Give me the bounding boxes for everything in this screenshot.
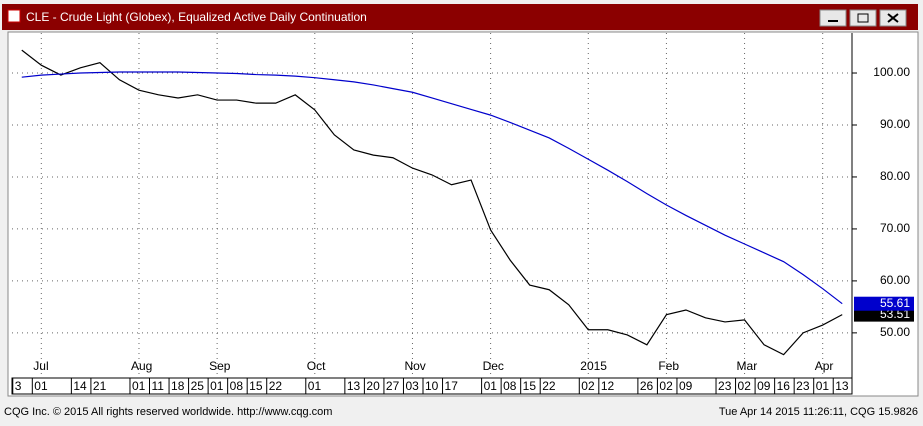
x-tick-label: 20 [366, 379, 380, 393]
last-value-box [854, 307, 914, 322]
window-buttons [819, 9, 907, 27]
x-tick-label: 23 [796, 379, 810, 393]
x-tick-label: 15 [249, 379, 263, 393]
icon [857, 13, 869, 23]
x-tick-label: 27 [386, 379, 400, 393]
chart-title: CLE - Crude Light (Globex), Equalized Ac… [26, 10, 367, 24]
month-label: 2015 [580, 359, 607, 373]
x-tick-label: 02 [581, 379, 595, 393]
x-tick-label: 25 [191, 379, 205, 393]
x-tick-label: 21 [93, 379, 107, 393]
y-tick-label: 80.00 [880, 169, 910, 183]
series-line [21, 71, 843, 305]
x-tick-label: 08 [503, 379, 517, 393]
x-tick-label: 15 [523, 379, 537, 393]
x-tick-label: 23 [718, 379, 732, 393]
x-tick-label: 01 [484, 379, 498, 393]
x-tick-label: 08 [230, 379, 244, 393]
x-tick-label: 12 [601, 379, 615, 393]
y-tick-label: 100.00 [873, 65, 910, 79]
x-tick-label: 02 [738, 379, 752, 393]
x-tick-label: 03 [405, 379, 419, 393]
chart-area [7, 31, 919, 397]
x-tick-label: 13 [347, 379, 361, 393]
x-tick-label: 22 [542, 379, 556, 393]
last-value-box [854, 296, 914, 311]
x-tick-label: 18 [171, 379, 185, 393]
title-bar [2, 4, 918, 30]
y-tick-label: 60.00 [880, 273, 910, 287]
month-label: Jul [33, 359, 48, 373]
month-label: Oct [307, 359, 326, 373]
x-tick-label: 14 [73, 379, 87, 393]
x-tick-label: 01 [816, 379, 830, 393]
x-tick-label: 09 [757, 379, 771, 393]
x-tick-label: 02 [659, 379, 673, 393]
month-label: Dec [483, 359, 504, 373]
minimize-button[interactable] [819, 9, 847, 27]
month-label: Nov [404, 359, 425, 373]
maximize-button[interactable] [849, 9, 877, 27]
footer-right: Tue Apr 14 2015 11:26:11, CQG 15.9826 [719, 406, 918, 418]
y-tick-label: 90.00 [880, 117, 910, 131]
series-line [21, 49, 843, 356]
x-tick-label: 01 [132, 379, 146, 393]
x-tick-label: 01 [210, 379, 224, 393]
y-tick-label: 50.00 [880, 325, 910, 339]
x-tick-label: 17 [445, 379, 459, 393]
month-label: Feb [658, 359, 679, 373]
last-value-label: 55.61 [880, 296, 910, 310]
x-tick-label: 13 [835, 379, 849, 393]
month-label: Mar [737, 359, 758, 373]
x-tick-label: 3 [15, 379, 22, 393]
x-tick-label: 22 [269, 379, 283, 393]
month-label: Sep [209, 359, 231, 373]
footer-left: CQG Inc. © 2015 All rights reserved worl… [4, 406, 332, 418]
month-label: Apr [815, 359, 834, 373]
x-tick-label: 11 [152, 379, 165, 393]
date-band [11, 377, 853, 395]
x-tick-label: 01 [308, 379, 322, 393]
x-tick-label: 26 [640, 379, 654, 393]
month-label: Aug [131, 359, 152, 373]
app-icon [7, 9, 21, 23]
x-tick-label: 01 [34, 379, 48, 393]
x-tick-label: 09 [679, 379, 693, 393]
x-tick-label: 10 [425, 379, 439, 393]
x-tick-label: 16 [777, 379, 791, 393]
y-tick-label: 70.00 [880, 221, 910, 235]
icon [887, 13, 899, 23]
